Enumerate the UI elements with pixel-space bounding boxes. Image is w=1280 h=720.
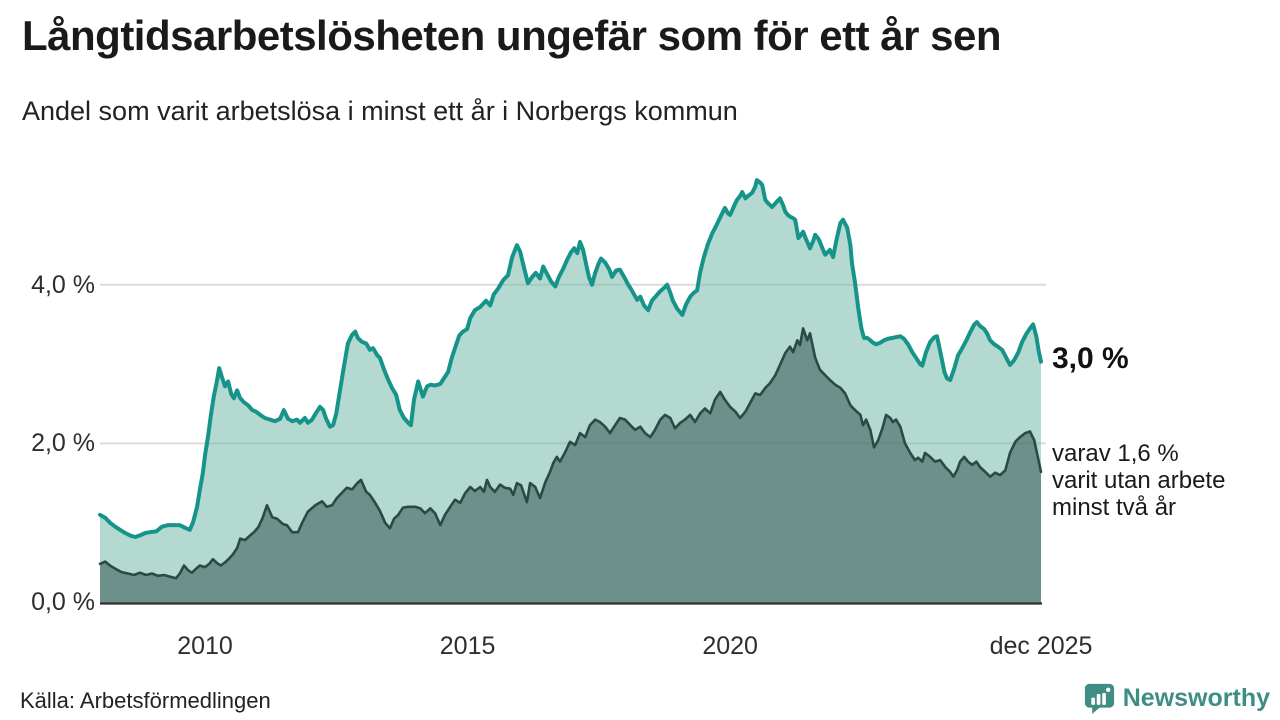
page-title: Långtidsarbetslösheten ungefär som för e… xyxy=(22,12,1002,59)
newsworthy-icon xyxy=(1084,683,1114,714)
newsworthy-logo: Newsworthy xyxy=(1084,683,1270,714)
x-tick-label: 2015 xyxy=(439,632,496,660)
source-credit: Källa: Arbetsförmedlingen xyxy=(20,688,271,713)
y-tick-label: 0,0 % xyxy=(31,588,95,616)
x-tick-label: 2020 xyxy=(702,632,758,660)
end-value-annotation: 3,0 % xyxy=(1052,341,1129,375)
sub-annotation-line: varit utan arbete xyxy=(1052,466,1226,494)
x-tick-label: 2010 xyxy=(177,632,233,660)
sub-annotation-line: varav 1,6 % xyxy=(1052,439,1179,467)
sub-series-annotation: varav 1,6 % varit utan arbete minst två … xyxy=(1052,440,1225,521)
sub-annotation-line: minst två år xyxy=(1052,493,1177,521)
series-line-two-years xyxy=(98,327,1043,580)
newsworthy-logo-text: Newsworthy xyxy=(1122,684,1270,712)
series-line-one-year xyxy=(98,178,1043,539)
y-tick-label: 2,0 % xyxy=(31,429,95,458)
chart-subtitle: Andel som varit arbetslösa i minst ett å… xyxy=(22,96,738,126)
y-tick-label: 4,0 % xyxy=(31,270,95,299)
series-area-two-years xyxy=(100,328,1041,603)
x-tick-label: dec 2025 xyxy=(989,632,1093,660)
